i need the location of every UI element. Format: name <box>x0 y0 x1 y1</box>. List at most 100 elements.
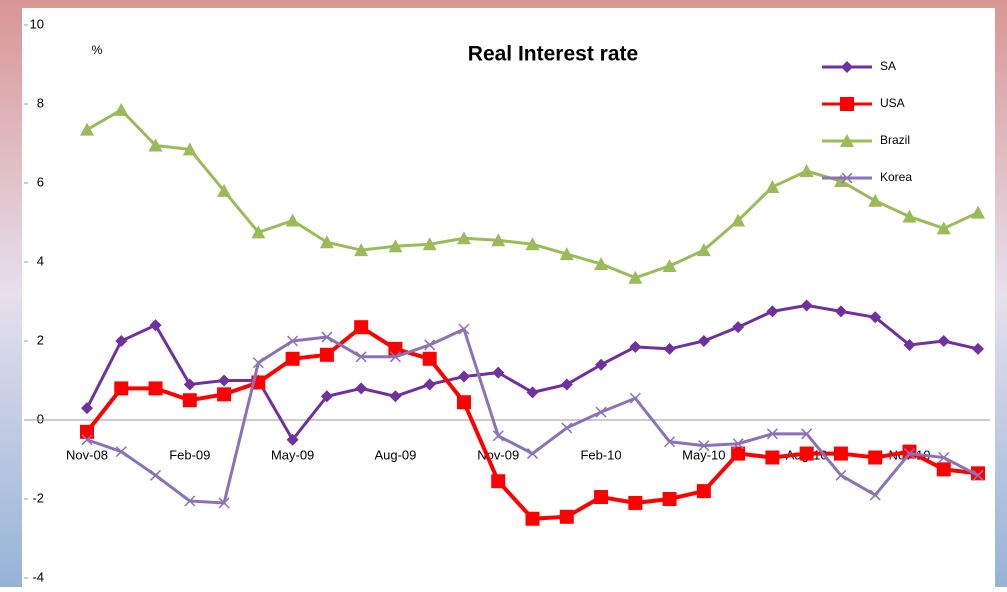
y-tick-label: 8 <box>37 95 44 110</box>
marker <box>869 311 882 324</box>
marker <box>698 440 710 452</box>
chart-title: Real Interest rate <box>468 43 638 66</box>
marker <box>148 138 163 152</box>
marker <box>869 489 881 501</box>
y-tick-label: 6 <box>37 174 44 189</box>
marker <box>560 378 573 391</box>
marker <box>594 490 609 505</box>
marker <box>115 446 127 458</box>
marker <box>561 422 573 434</box>
marker <box>182 393 197 408</box>
y-tick-label: 4 <box>37 253 44 268</box>
marker <box>80 122 94 136</box>
marker <box>937 335 950 347</box>
legend-label: Brazil <box>880 133 910 147</box>
marker <box>765 179 780 193</box>
marker <box>765 450 780 465</box>
marker <box>799 446 814 461</box>
marker <box>868 193 883 207</box>
x-tick-label: May-10 <box>682 447 725 462</box>
marker <box>628 270 643 284</box>
marker <box>696 243 711 257</box>
marker <box>456 395 471 410</box>
y-tick-label: 2 <box>37 332 44 347</box>
marker <box>182 142 197 156</box>
marker <box>320 390 333 403</box>
marker <box>732 438 744 450</box>
marker <box>492 430 504 442</box>
marker <box>840 134 854 147</box>
marker <box>841 61 853 73</box>
marker <box>903 338 916 351</box>
x-tick-label: Feb-09 <box>169 447 210 462</box>
marker <box>424 339 436 351</box>
marker <box>355 351 367 363</box>
marker <box>354 320 369 335</box>
marker <box>456 231 471 245</box>
marker <box>663 342 676 355</box>
legend-label: Korea <box>880 170 912 184</box>
marker <box>114 381 129 396</box>
marker <box>319 235 334 249</box>
marker <box>664 436 676 448</box>
marker <box>492 366 505 379</box>
marker <box>150 469 162 481</box>
marker <box>595 406 607 418</box>
y-tick-label: 0 <box>37 411 44 426</box>
marker <box>696 484 711 499</box>
marker <box>800 299 813 312</box>
marker <box>938 451 950 464</box>
marker <box>903 448 916 460</box>
marker <box>287 335 299 347</box>
marker <box>971 205 986 219</box>
marker <box>217 183 232 197</box>
marker <box>80 424 94 439</box>
marker <box>422 351 437 366</box>
marker <box>799 164 814 178</box>
marker <box>731 213 746 227</box>
marker <box>184 495 196 507</box>
marker <box>252 357 264 369</box>
marker <box>766 428 778 440</box>
marker <box>149 319 162 332</box>
marker <box>840 97 854 111</box>
marker <box>902 209 917 223</box>
marker <box>628 495 643 510</box>
x-tick-label: Nov-08 <box>66 447 108 462</box>
marker <box>218 374 231 387</box>
marker <box>321 331 333 343</box>
marker <box>355 382 368 395</box>
y-axis-label: % <box>92 43 103 57</box>
marker <box>833 174 848 188</box>
marker <box>148 381 163 396</box>
y-tick-label: -2 <box>32 490 44 505</box>
marker <box>559 509 574 524</box>
marker <box>732 321 745 334</box>
marker <box>629 340 642 353</box>
marker <box>972 342 985 355</box>
marker <box>286 433 299 446</box>
marker <box>388 239 403 253</box>
marker <box>491 233 506 247</box>
marker <box>217 387 232 402</box>
marker <box>422 237 437 251</box>
marker <box>841 172 853 184</box>
legend-label: SA <box>880 59 896 73</box>
y-tick-label: -4 <box>32 569 44 584</box>
marker <box>525 511 540 526</box>
marker <box>389 390 402 403</box>
marker <box>594 256 609 270</box>
marker <box>559 247 574 261</box>
x-tick-label: Aug-09 <box>374 447 416 462</box>
marker <box>833 446 848 461</box>
plot-area <box>22 8 995 587</box>
marker <box>183 378 196 391</box>
marker <box>971 466 986 481</box>
marker <box>491 474 506 489</box>
marker <box>595 358 608 371</box>
y-tick-label: 10 <box>30 16 44 31</box>
marker <box>766 305 779 318</box>
marker <box>81 434 93 446</box>
marker <box>319 347 334 362</box>
marker <box>902 444 917 459</box>
